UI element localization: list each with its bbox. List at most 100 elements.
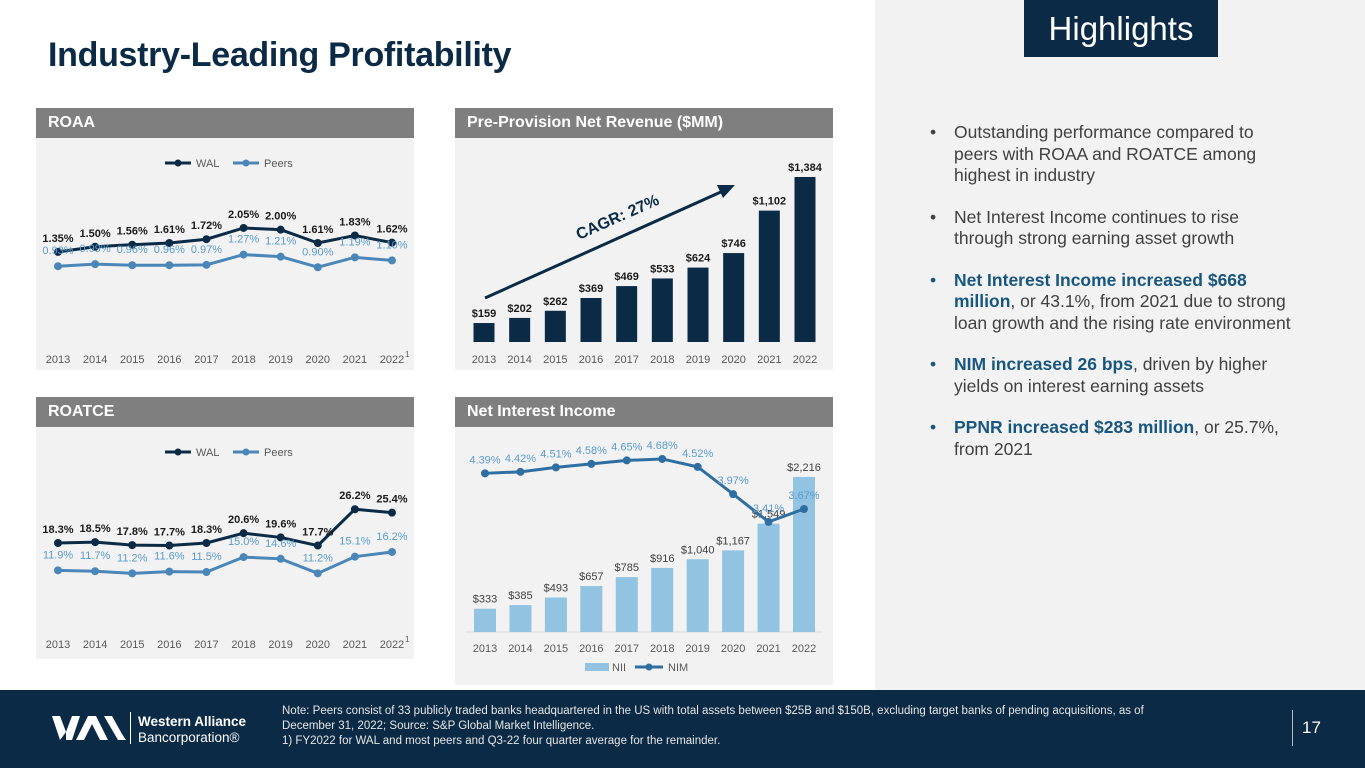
roatce-chart-svg: WAL Peers 18.3% 18.5% 17.8% 17.7% 18.3% 20.6% 19… bbox=[42, 447, 410, 651]
x-tick-2022: 2022 bbox=[380, 639, 404, 651]
roaa-chart-svg: WAL Peers 1.35% 1.50% 1.56% 1.61% 1.72% 2.05% 2.… bbox=[42, 158, 410, 366]
data-label-peers-2013: 11.9% bbox=[43, 549, 74, 561]
point-wal-2017 bbox=[202, 538, 211, 547]
data-label-peers-2014: 11.7% bbox=[80, 550, 111, 562]
x-tick-2014: 2014 bbox=[507, 354, 531, 366]
bullet-1-text: Outstanding performance compared to peer… bbox=[954, 122, 1257, 185]
logo-line-1: Western Alliance bbox=[138, 714, 247, 729]
bar-ppnr-2016 bbox=[580, 298, 602, 342]
legend-label-peers: Peers bbox=[264, 158, 293, 170]
data-label-wal-2022: 25.4% bbox=[376, 494, 407, 506]
footer: Western Alliance Bancorporation® Note: P… bbox=[0, 690, 1365, 768]
data-label-peers-2018: 15.0% bbox=[228, 536, 259, 548]
point-wal-2015 bbox=[128, 240, 137, 249]
x-tick-2021: 2021 bbox=[343, 354, 367, 366]
point-peers-2019 bbox=[276, 252, 285, 261]
data-label-peers-2014: 0.99% bbox=[80, 243, 111, 255]
legend-marker-nim bbox=[645, 663, 653, 671]
logo-divider bbox=[130, 712, 131, 744]
bar-nii-2013 bbox=[474, 608, 496, 632]
point-wal-2014 bbox=[91, 242, 100, 251]
x-tick-2020: 2020 bbox=[306, 354, 330, 366]
bullet-4-text: , driven by higher yields on interest ea… bbox=[954, 354, 1268, 396]
data-label-ppnr-2020: $746 bbox=[721, 238, 745, 250]
bar-nii-2018 bbox=[651, 567, 674, 632]
x-tick-2016: 2016 bbox=[157, 354, 181, 366]
data-label-ppnr-2022: $1,384 bbox=[788, 162, 823, 174]
data-label-wal-2017: 18.3% bbox=[191, 524, 222, 536]
point-wal-2018 bbox=[239, 223, 248, 232]
data-label-nim-2020: 3.97% bbox=[718, 475, 749, 487]
data-label-peers-2021: 1.19% bbox=[339, 236, 370, 248]
point-peers-2020 bbox=[313, 263, 322, 272]
roaa-chart: WAL Peers 1.35% 1.50% 1.56% 1.61% 1.72% 2.05% 2.… bbox=[36, 138, 414, 370]
data-label-peers-2015: 0.96% bbox=[117, 244, 148, 256]
roatce-header: ROATCE bbox=[36, 397, 414, 427]
point-nim-2017 bbox=[622, 456, 631, 465]
bar-nii-2015 bbox=[544, 597, 567, 632]
x-tick-2019: 2019 bbox=[686, 354, 710, 366]
bar-ppnr-2014 bbox=[509, 317, 531, 342]
point-nim-2019 bbox=[693, 462, 702, 471]
data-label-peers-2016: 0.96% bbox=[154, 244, 185, 256]
point-peers-2018 bbox=[239, 553, 248, 562]
point-peers-2020 bbox=[313, 569, 322, 578]
bullet-2-text: Net Interest Income continues to rise th… bbox=[954, 206, 1239, 249]
x-tick-2021: 2021 bbox=[757, 354, 781, 366]
data-label-nii-2018: $916 bbox=[650, 553, 674, 565]
data-label-peers-2015: 11.2% bbox=[117, 552, 148, 564]
western-alliance-logo: Western Alliance Bancorporation® bbox=[50, 712, 270, 748]
bar-ppnr-2013 bbox=[473, 323, 495, 342]
point-peers-2013 bbox=[54, 262, 62, 271]
roatce-chart: WAL Peers 18.3% 18.5% 17.8% 17.7% 18.3% 20.6% 19… bbox=[36, 427, 414, 659]
data-label-nii-2020: $1,167 bbox=[716, 535, 750, 547]
bar-ppnr-2015 bbox=[544, 310, 566, 342]
x-tick-2014: 2014 bbox=[83, 639, 107, 651]
point-peers-2016 bbox=[165, 261, 174, 270]
point-wal-2020 bbox=[313, 238, 322, 247]
data-label-wal-2015: 17.8% bbox=[117, 526, 148, 538]
data-label-wal-2013: 1.35% bbox=[42, 233, 73, 245]
series-line-wal bbox=[57, 226, 393, 254]
data-label-nii-2016: $657 bbox=[579, 571, 603, 583]
bar-ppnr-2021 bbox=[758, 210, 780, 342]
data-label-peers-2013: 0.93% bbox=[42, 245, 73, 257]
point-wal-2016 bbox=[165, 541, 174, 550]
bullet-5-strong: PPNR increased $283 million bbox=[954, 417, 1195, 437]
data-label-nim-2017: 4.65% bbox=[611, 441, 642, 453]
data-label-wal-2014: 1.50% bbox=[80, 228, 111, 240]
point-wal-2019 bbox=[276, 533, 285, 542]
x-tick-2016: 2016 bbox=[579, 643, 603, 655]
point-nim-2015 bbox=[551, 463, 560, 472]
data-label-peers-2018: 1.27% bbox=[228, 234, 259, 246]
footnote-line-2: December 31, 2022; Source: S&P Global Ma… bbox=[282, 720, 595, 732]
point-wal-2021 bbox=[350, 231, 359, 240]
nii-chart-svg: $333 2013 $385 2014 $493 2015 $657 2016 $785 2017… bbox=[465, 440, 823, 674]
data-label-nii-2019: $1,040 bbox=[681, 544, 715, 556]
bar-nii-2022 bbox=[793, 477, 815, 632]
data-label-wal-2016: 1.61% bbox=[154, 224, 185, 236]
data-label-wal-2018: 2.05% bbox=[228, 209, 259, 221]
data-label-nii-2017: $785 bbox=[615, 562, 639, 574]
bullet-3-text: , or 43.1%, from 2021 due to strong loan… bbox=[954, 291, 1291, 333]
x-tick-2021: 2021 bbox=[343, 639, 367, 651]
bar-ppnr-2018 bbox=[651, 278, 673, 342]
data-label-wal-2019: 2.00% bbox=[265, 211, 296, 223]
x-tick-2016: 2016 bbox=[157, 639, 181, 651]
point-peers-2013 bbox=[54, 566, 62, 575]
bar-nii-2019 bbox=[686, 559, 709, 632]
point-wal-2022 bbox=[388, 238, 396, 247]
data-label-peers-2022: 16.2% bbox=[376, 531, 407, 543]
data-label-peers-2017: 0.97% bbox=[191, 244, 222, 256]
data-label-wal-2022: 1.62% bbox=[376, 224, 407, 236]
bullet-4: • NIM increased 26 bps, driven by higher … bbox=[930, 354, 1300, 397]
bullet-2: • Net Interest Income continues to rise t… bbox=[930, 207, 1300, 250]
x-tick-2020: 2020 bbox=[721, 354, 745, 366]
point-peers-2015 bbox=[128, 569, 137, 578]
page-number-divider bbox=[1292, 710, 1293, 746]
highlights-panel bbox=[875, 0, 1365, 690]
bullet-dot: • bbox=[930, 206, 937, 227]
data-label-wal-2019: 19.6% bbox=[265, 518, 296, 530]
legend-label-nim: NIM bbox=[668, 662, 688, 674]
